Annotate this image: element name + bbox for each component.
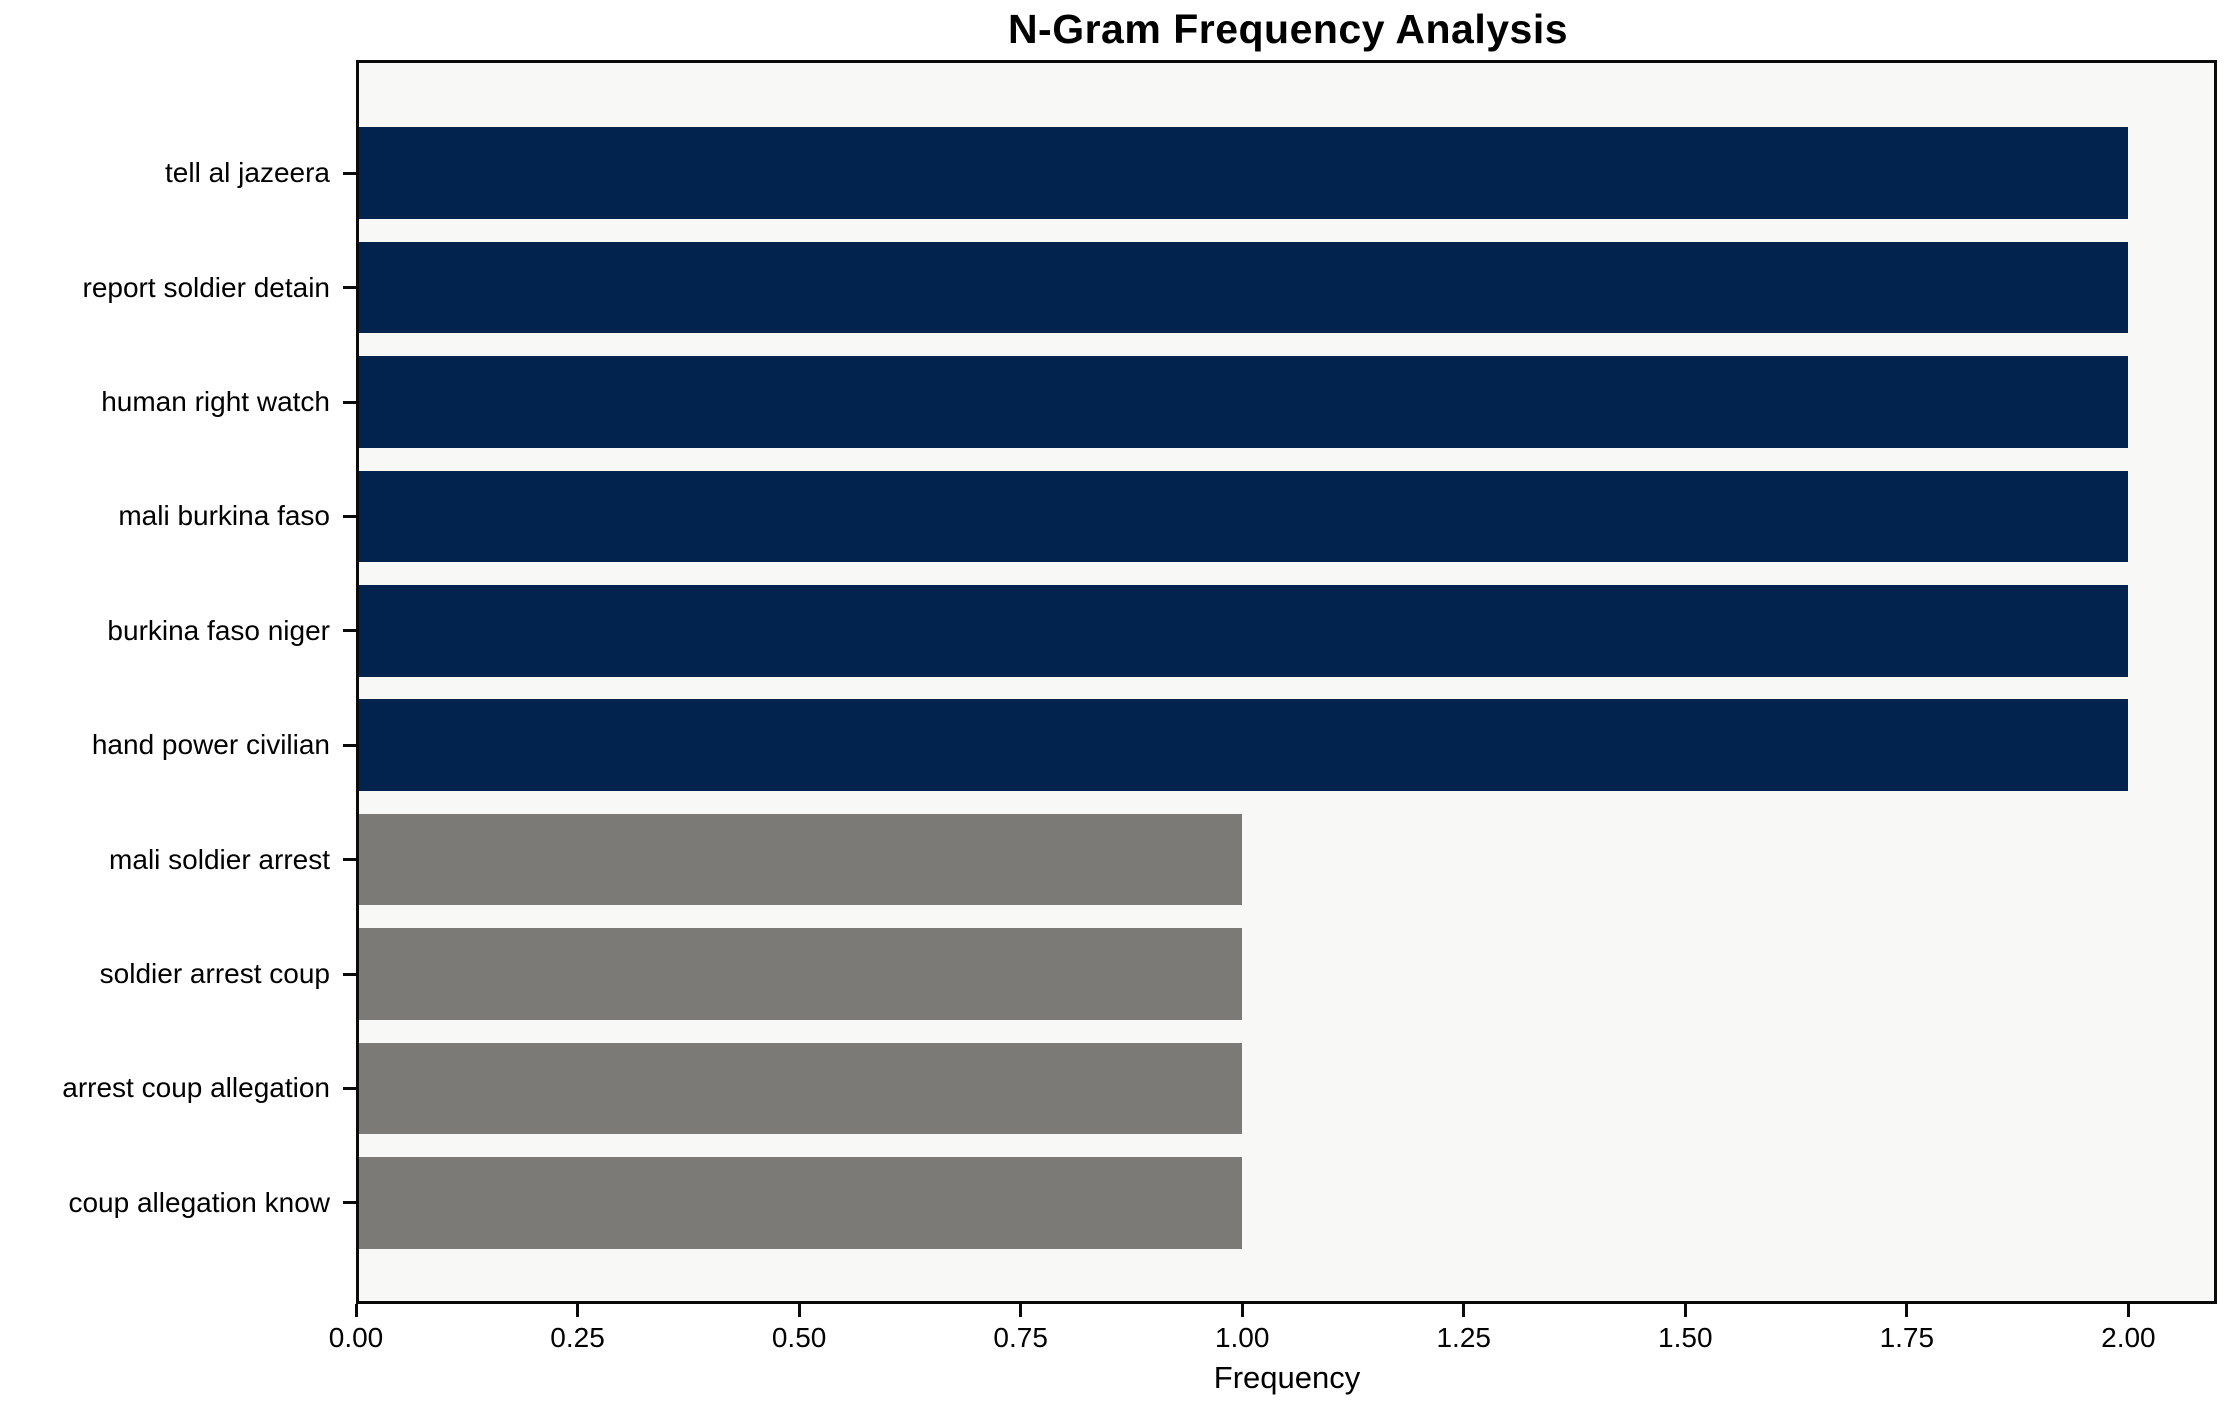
y-tick-mark bbox=[343, 972, 356, 976]
y-tick-label: mali soldier arrest bbox=[109, 843, 330, 875]
bar-mali-soldier-arrest bbox=[356, 813, 1243, 906]
bar-mali-burkina-faso bbox=[356, 470, 2129, 563]
y-tick-mark bbox=[343, 171, 356, 175]
x-tick-mark bbox=[354, 1304, 358, 1317]
x-tick-label: 1.50 bbox=[1658, 1322, 1713, 1353]
y-tick-mark bbox=[343, 1086, 356, 1090]
y-tick-label: hand power civilian bbox=[91, 729, 330, 761]
y-tick-mark bbox=[343, 1201, 356, 1205]
plot-area bbox=[356, 60, 2217, 1304]
y-tick-label: human right watch bbox=[101, 386, 330, 417]
y-tick-mark bbox=[343, 743, 356, 747]
y-tick-label: arrest coup allegation bbox=[62, 1072, 330, 1104]
y-tick-label: burkina faso niger bbox=[107, 614, 330, 646]
x-tick-label: 0.00 bbox=[328, 1322, 384, 1353]
x-tick-mark bbox=[576, 1304, 580, 1317]
x-tick-label: 0.25 bbox=[550, 1322, 605, 1353]
bar-tell-al-jazeera bbox=[356, 127, 2129, 219]
x-tick-label: 0.75 bbox=[993, 1322, 1048, 1353]
y-tick-label: tell al jazeera bbox=[165, 157, 330, 189]
y-tick-label: report soldier detain bbox=[82, 271, 330, 303]
x-tick-mark bbox=[1462, 1304, 1466, 1317]
x-tick-mark bbox=[1905, 1304, 1909, 1317]
bar-report-soldier-detain bbox=[356, 241, 2129, 334]
x-tick-mark bbox=[1240, 1304, 1244, 1317]
y-tick-label: mali burkina faso bbox=[118, 500, 330, 532]
y-tick-mark bbox=[343, 400, 356, 404]
x-tick-label: 2.00 bbox=[2101, 1322, 2156, 1353]
x-axis-label: Frequency bbox=[1213, 1360, 1361, 1395]
x-tick-mark bbox=[797, 1304, 801, 1317]
x-tick-mark bbox=[1019, 1304, 1023, 1317]
chart-title: N-Gram Frequency Analysis bbox=[1007, 6, 1569, 52]
x-tick-mark bbox=[1683, 1304, 1687, 1317]
y-tick-mark bbox=[343, 858, 356, 862]
x-tick-label: 1.00 bbox=[1214, 1322, 1270, 1353]
y-tick-mark bbox=[343, 514, 356, 518]
x-tick-label: 1.25 bbox=[1436, 1322, 1491, 1353]
bar-hand-power-civilian bbox=[356, 699, 2129, 791]
bar-arrest-coup-allegation bbox=[356, 1042, 1243, 1135]
y-tick-mark bbox=[343, 286, 356, 290]
x-tick-label: 1.75 bbox=[1879, 1322, 1935, 1353]
bar-human-right-watch bbox=[356, 356, 2129, 448]
x-tick-mark bbox=[2126, 1304, 2130, 1317]
bar-soldier-arrest-coup bbox=[356, 928, 1243, 1020]
y-tick-mark bbox=[343, 629, 356, 633]
bar-burkina-faso-niger bbox=[356, 585, 2129, 677]
bar-coup-allegation-know bbox=[356, 1157, 1243, 1249]
y-tick-label: soldier arrest coup bbox=[99, 958, 330, 989]
y-tick-label: coup allegation know bbox=[68, 1186, 330, 1218]
x-tick-label: 0.50 bbox=[771, 1322, 827, 1353]
